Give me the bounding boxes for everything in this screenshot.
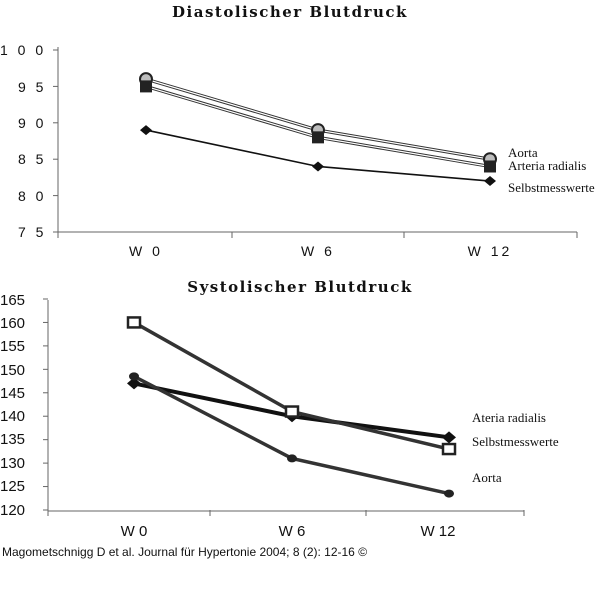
systolic-y-tick-label: 165	[0, 292, 25, 309]
citation-caption: Magometschnigg D et al. Journal für Hype…	[2, 545, 368, 559]
diastolic-y-tick-label: 9 0	[18, 115, 46, 131]
diastolic-legend-aorta: Aorta	[508, 145, 538, 160]
diastolic-title: Diastolischer Blutdruck	[172, 3, 408, 21]
data-point-arteria-radialis	[312, 131, 324, 144]
data-point-selbstmesswerte	[284, 405, 300, 418]
systolic-y-tick-label: 130	[0, 455, 25, 472]
diastolic-y-tick-label: 7 5	[18, 224, 46, 240]
systolic-y-tick-label: 160	[0, 315, 25, 332]
systolic-y-tick-label: 125	[0, 478, 25, 495]
systolic-title: Systolischer Blutdruck	[187, 278, 413, 296]
systolic-y-tick-label: 150	[0, 362, 25, 379]
diastolic-x-tick-label: W 0	[129, 243, 163, 259]
systolic-y-tick-label: 140	[0, 408, 25, 425]
diastolic-legend-arteria-radialis: Arteria radialis	[508, 158, 586, 173]
systolic-y-tick-label: 120	[0, 502, 25, 519]
diastolic-chart: Diastolischer Blutdruck 1 0 0 9 5 9 0 8 …	[0, 3, 595, 259]
diastolic-y-tick-label: 9 5	[18, 79, 46, 95]
data-point-aorta	[444, 489, 454, 498]
diastolic-y-tick-label: 1 0 0	[0, 42, 46, 58]
data-point-ateria-radialis	[442, 431, 456, 444]
data-point-selbstmesswerte	[441, 442, 457, 456]
systolic-y-tick-label: 135	[0, 431, 25, 448]
systolic-x-tick-label: W 0	[121, 523, 148, 540]
diastolic-x-tick-label: W 6	[301, 243, 335, 259]
series-line-aorta-inner	[145, 78, 491, 160]
data-point-selbstmesswerte	[312, 161, 324, 172]
data-point-ateria-radialis	[127, 377, 141, 390]
data-point-aorta	[129, 372, 139, 381]
diastolic-legend-selbstmesswerte: Selbstmesswerte	[508, 180, 595, 195]
systolic-x-tick-label: W 6	[279, 523, 306, 540]
systolic-chart: Systolischer Blutdruck 165 160 155 150 1…	[0, 278, 559, 540]
systolic-legend-ateria-radialis: Ateria radialis	[472, 410, 546, 425]
diastolic-y-tick-label: 8 0	[18, 188, 46, 204]
data-point-selbstmesswerte	[140, 125, 152, 136]
data-point-arteria-radialis	[484, 160, 496, 173]
systolic-legend-selbstmesswerte: Selbstmesswerte	[472, 434, 559, 449]
diastolic-y-tick-label: 8 5	[18, 151, 46, 167]
systolic-x-tick-label: W 12	[420, 523, 455, 540]
series-line-aorta	[145, 77, 491, 161]
data-point-arteria-radialis	[140, 80, 152, 93]
data-point-selbstmesswerte	[126, 316, 142, 329]
data-point-aorta	[287, 454, 297, 463]
systolic-legend-aorta: Aorta	[472, 470, 502, 485]
systolic-y-tick-label: 145	[0, 385, 25, 402]
diastolic-x-tick-label: W 12	[468, 243, 513, 259]
systolic-y-tick-label: 155	[0, 338, 25, 355]
data-point-selbstmesswerte	[484, 176, 496, 187]
